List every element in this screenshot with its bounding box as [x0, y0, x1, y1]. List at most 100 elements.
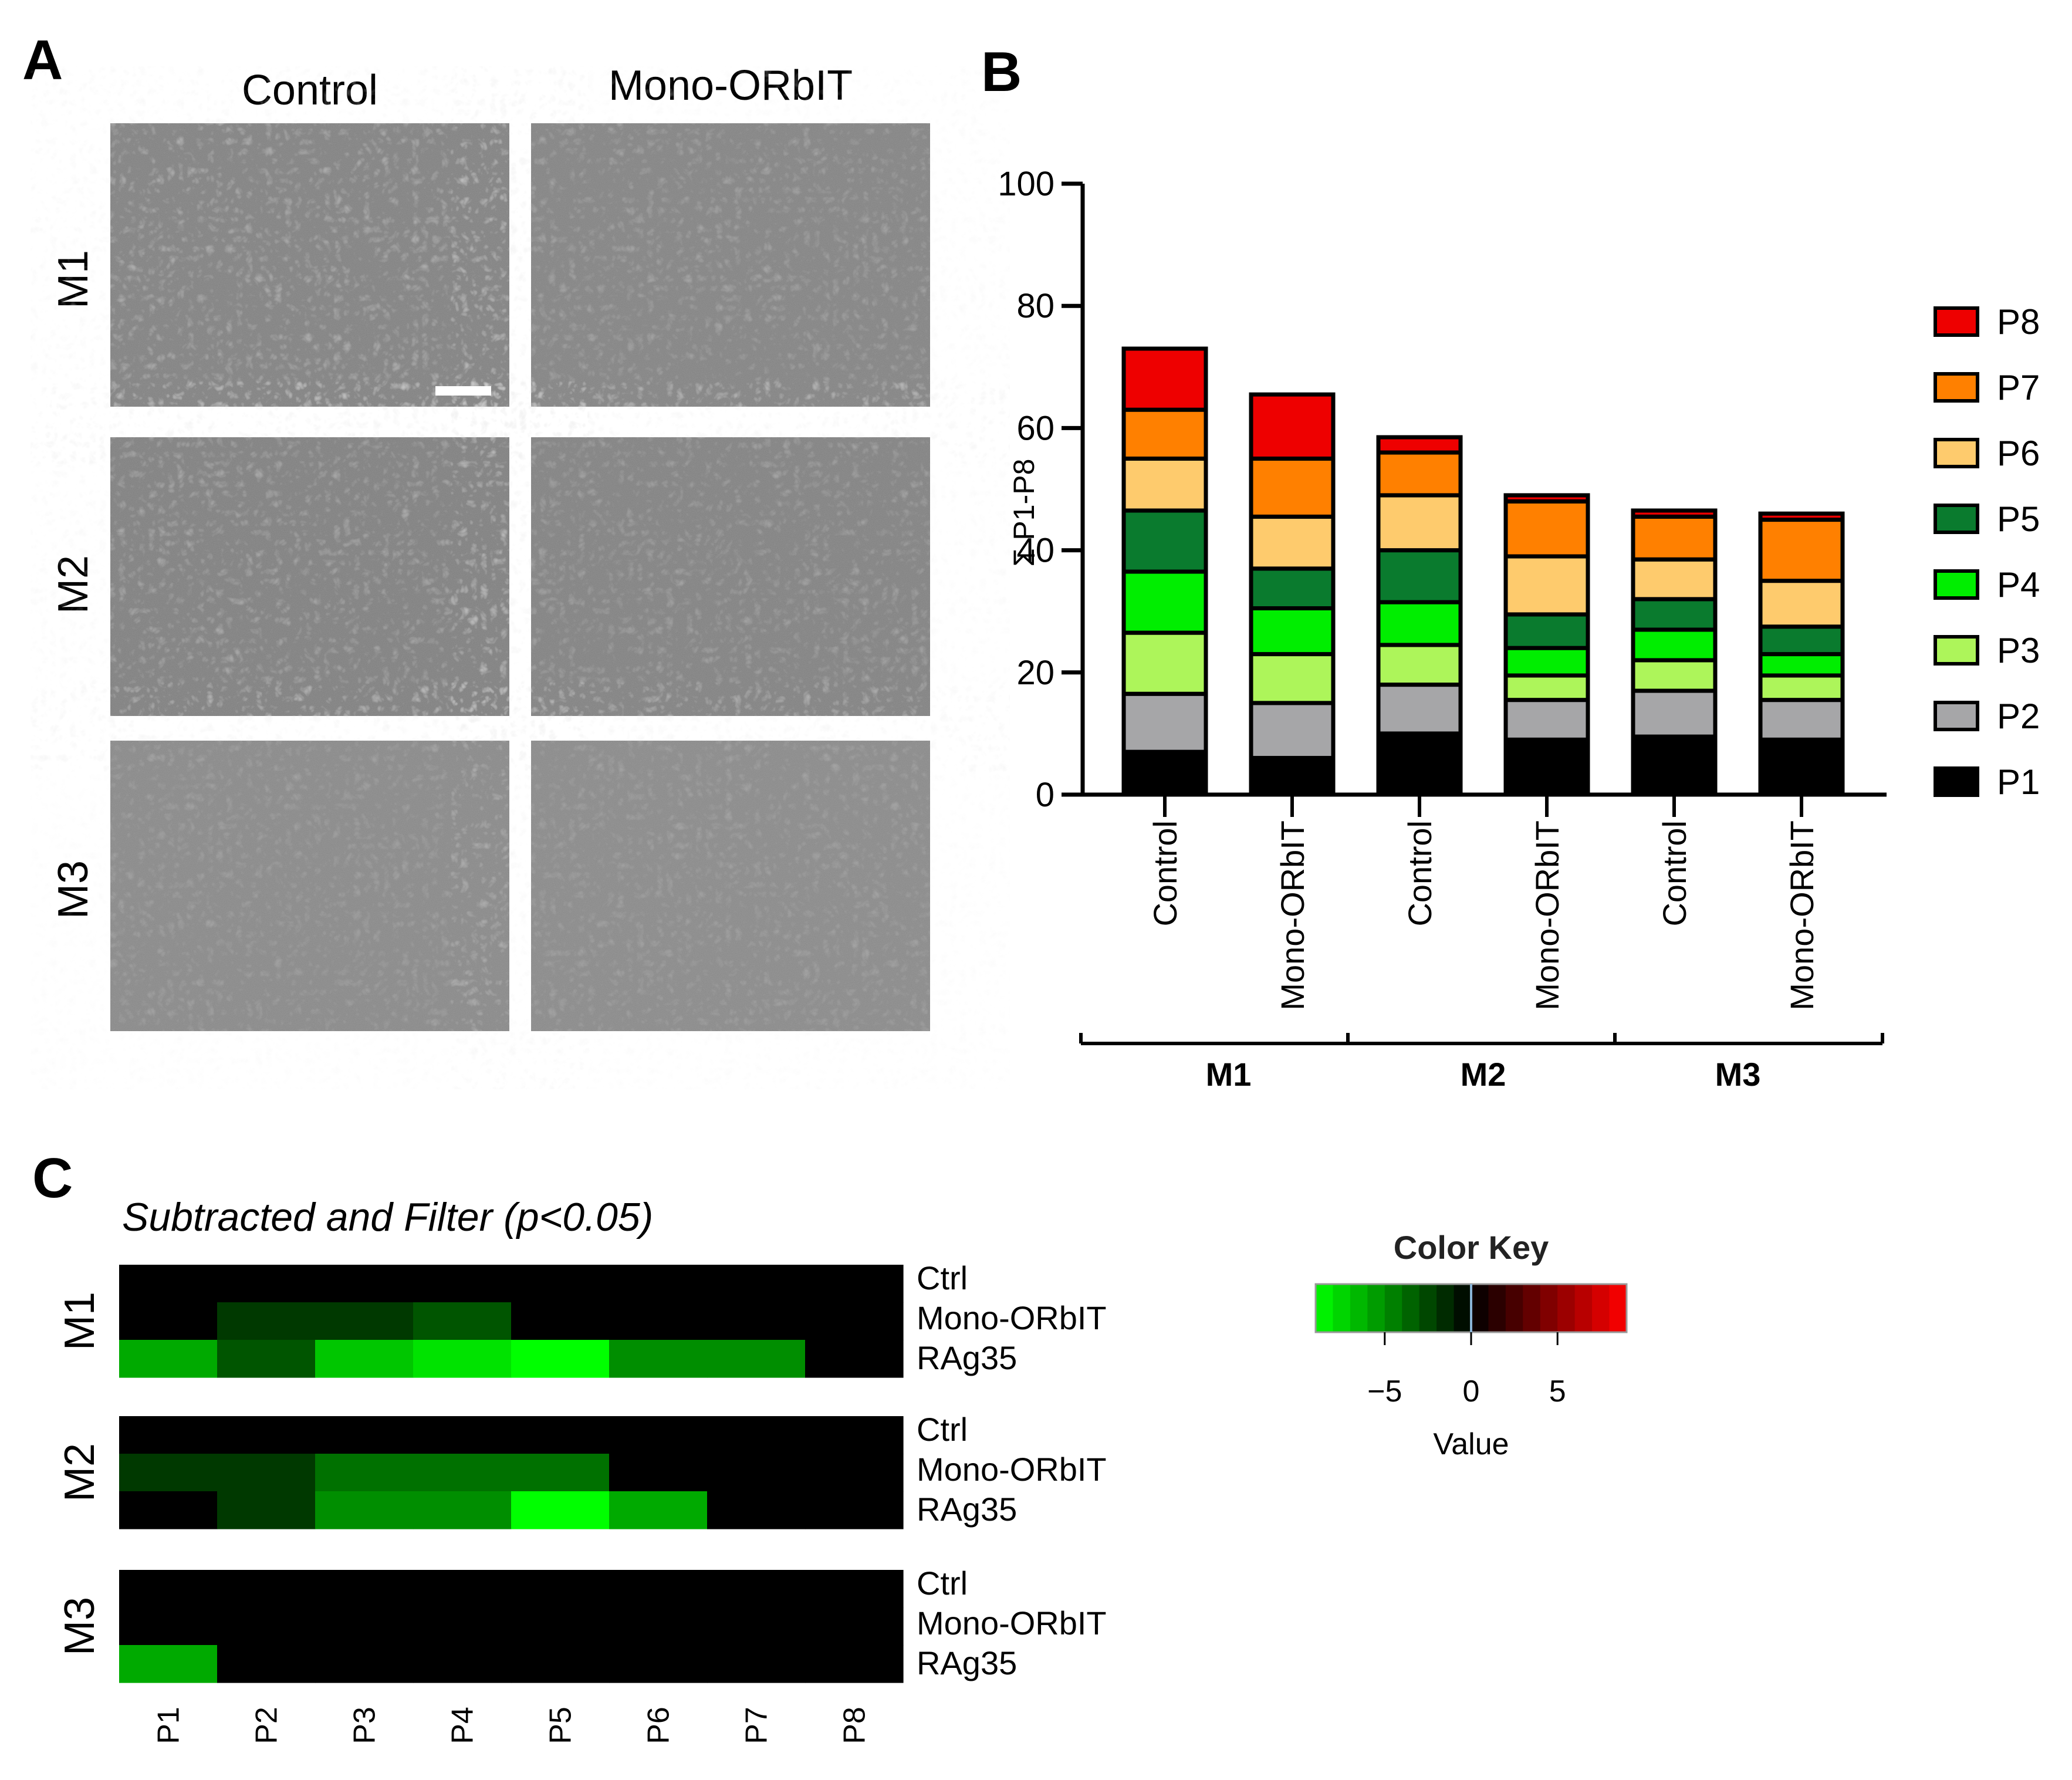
heatmap-cell: [119, 1454, 218, 1492]
x-tick-label: Control: [1147, 820, 1184, 927]
bar-segment-p4: [1758, 652, 1845, 678]
heatmap-cell: [413, 1570, 512, 1608]
heatmap-cell: [609, 1340, 708, 1378]
heatmap-cell: [315, 1416, 414, 1454]
color-key-tick-label: −5: [1367, 1374, 1402, 1409]
heatmap-cell: [315, 1491, 414, 1529]
x-tick-label: Control: [1401, 820, 1438, 927]
heatmap-cell: [217, 1607, 316, 1646]
heatmap-cell: [413, 1416, 512, 1454]
y-tick-label: 40: [1016, 532, 1054, 570]
heatmap-cell: [511, 1491, 610, 1529]
panel-a-label: A: [22, 29, 63, 92]
color-key-swatch: [1367, 1284, 1385, 1332]
heatmap-cell: [217, 1416, 316, 1454]
heatmap-cell: [609, 1302, 708, 1340]
heatmap-cell: [119, 1645, 218, 1683]
legend-swatch-p4: [1934, 569, 1979, 600]
heatmap-cell: [609, 1491, 708, 1529]
heatmap-row-label: Ctrl: [917, 1411, 968, 1448]
heatmap-cell: [217, 1302, 316, 1340]
color-key-swatch: [1488, 1284, 1506, 1332]
bar-segment-p5: [1631, 597, 1718, 632]
color-key-tick-label: 0: [1463, 1374, 1480, 1409]
bar-segment-p7: [1503, 499, 1590, 559]
heatmap-cell: [707, 1302, 806, 1340]
bar-segment-p8: [1631, 508, 1718, 519]
heatmap-cell: [217, 1454, 316, 1492]
heatmap-row-label: RAg35: [917, 1644, 1017, 1681]
y-tick-label: 20: [1016, 654, 1054, 692]
bar-segment-p3: [1503, 673, 1590, 702]
heatmap-row-label: RAg35: [917, 1339, 1017, 1376]
heatmap-block-label-m3: M3: [56, 1597, 103, 1656]
y-tick-label: 60: [1016, 409, 1054, 447]
heatmap-cell: [315, 1607, 414, 1646]
panel-b-label: B: [981, 40, 1022, 103]
heatmap-cell: [217, 1570, 316, 1608]
heatmap-cell: [217, 1265, 316, 1303]
heatmap-cell: [609, 1416, 708, 1454]
heatmap-cell: [609, 1570, 708, 1608]
bar-segment-p7: [1376, 450, 1463, 498]
heatmap-column-label: P7: [740, 1707, 774, 1744]
heatmap-cell: [707, 1645, 806, 1683]
color-key-swatch: [1540, 1284, 1558, 1332]
heatmap-cell: [315, 1454, 414, 1492]
heatmap-cell: [511, 1340, 610, 1378]
x-tick-label: Mono-ORbIT: [1529, 820, 1566, 1011]
heatmap-column-label: P5: [544, 1707, 578, 1744]
micrograph-m1-control: [110, 123, 509, 407]
heatmap-cell: [511, 1645, 610, 1683]
heatmap-row-label: Ctrl: [917, 1259, 968, 1296]
heatmap-block-label-m2: M2: [56, 1443, 103, 1502]
color-key-swatch: [1350, 1284, 1368, 1332]
legend-label-p7: P7: [1997, 368, 2040, 407]
bar-segment-p5: [1376, 548, 1463, 604]
heatmap-cell: [805, 1340, 904, 1378]
heatmap-cell: [511, 1416, 610, 1454]
heatmap-cell: [511, 1607, 610, 1646]
heatmap-cell: [119, 1491, 218, 1529]
bar-segment-p5: [1249, 566, 1336, 610]
heatmap-cell: [413, 1491, 512, 1529]
heatmap-column-label: P1: [152, 1707, 186, 1744]
heatmap-cell: [413, 1302, 512, 1340]
heatmap-cell: [511, 1570, 610, 1608]
bar-segment-p5: [1503, 612, 1590, 650]
heatmap-cell: [413, 1265, 512, 1303]
bar-segment-p3: [1249, 652, 1336, 705]
heatmap-cell: [609, 1454, 708, 1492]
bar-segment-p1: [1376, 731, 1463, 797]
heatmap-column-label: P3: [348, 1707, 382, 1744]
heatmap-cell: [707, 1607, 806, 1646]
bar-segment-p2: [1121, 691, 1208, 754]
y-tick-label: 80: [1016, 287, 1054, 325]
heatmap-cell: [413, 1607, 512, 1646]
heatmap-column-label: P2: [250, 1707, 284, 1744]
heatmap-cell: [217, 1491, 316, 1529]
color-key-swatch: [1523, 1284, 1541, 1332]
color-key-swatch: [1316, 1284, 1334, 1332]
color-key-swatch: [1436, 1284, 1455, 1332]
bar-segment-p8: [1758, 511, 1845, 522]
heatmap-cell: [413, 1340, 512, 1378]
heatmap-cell: [413, 1645, 512, 1683]
color-key-swatch: [1557, 1284, 1576, 1332]
x-tick-label: Mono-ORbIT: [1274, 820, 1311, 1011]
micrograph-m1-mono-orbit: [531, 123, 930, 407]
heatmap-cell: [805, 1416, 904, 1454]
heatmap-cell: [805, 1265, 904, 1303]
heatmap-block-label-m1: M1: [56, 1292, 103, 1350]
legend-label-p1: P1: [1997, 762, 2040, 802]
color-key-swatch: [1574, 1284, 1593, 1332]
heatmap-cell: [707, 1570, 806, 1608]
heatmap-cell: [119, 1340, 218, 1378]
bar-segment-p8: [1249, 392, 1336, 461]
heatmap-cell: [511, 1302, 610, 1340]
heatmap-cell: [119, 1607, 218, 1646]
heatmap-cell: [119, 1416, 218, 1454]
bar-segment-p6: [1631, 557, 1718, 602]
